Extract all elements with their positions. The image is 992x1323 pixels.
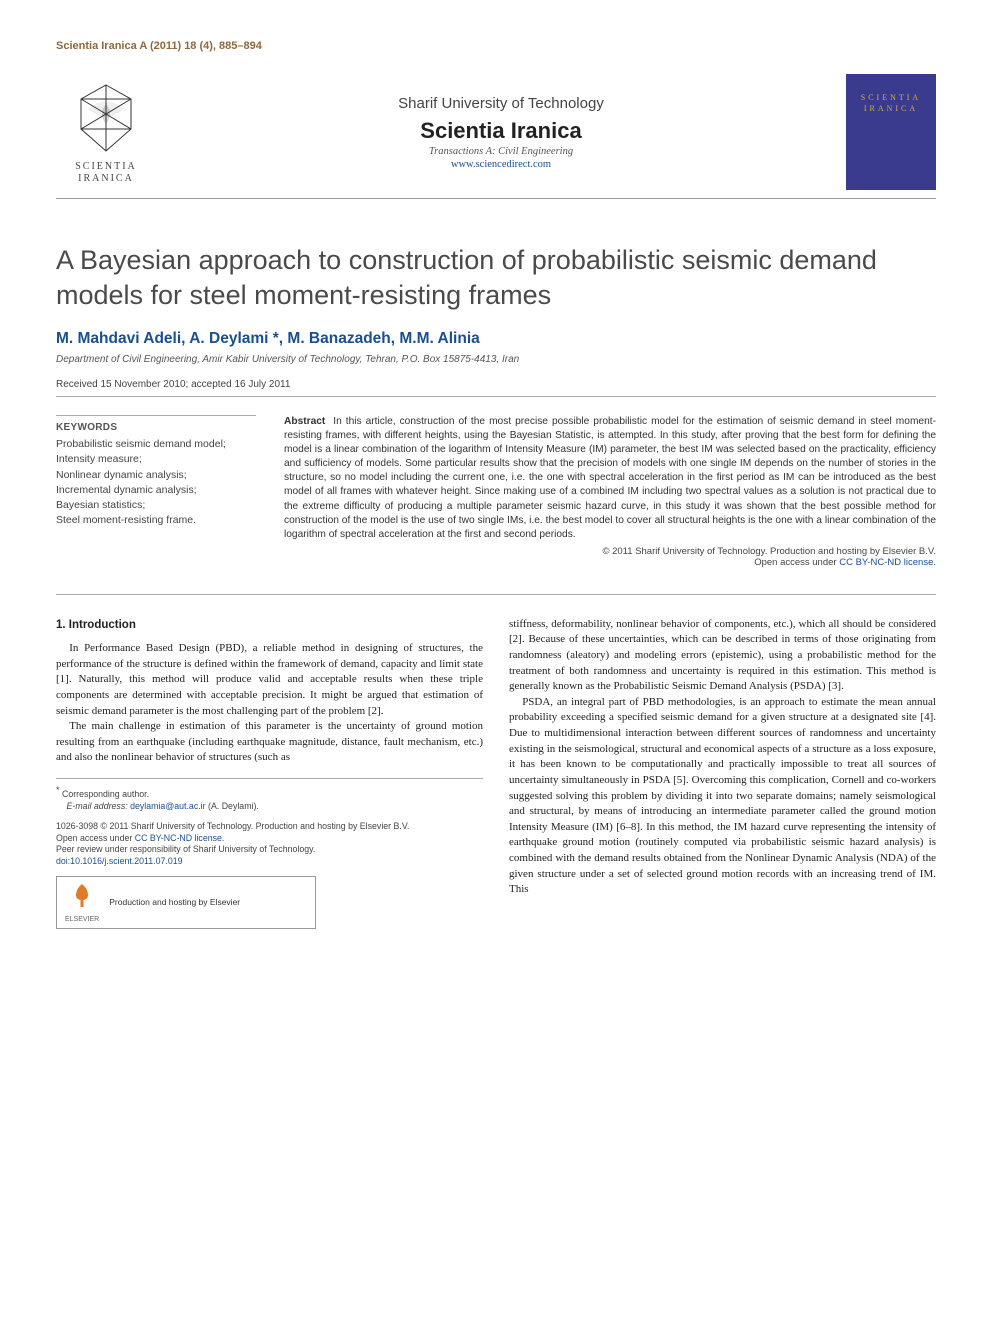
affiliation: Department of Civil Engineering, Amir Ka…	[56, 354, 936, 365]
meta-row: KEYWORDS Probabilistic seismic demand mo…	[56, 415, 936, 568]
keyword: Incremental dynamic analysis;	[56, 483, 256, 498]
elsevier-tree-icon	[67, 881, 97, 911]
journal-logo: SCIENTIA IRANICA	[56, 79, 156, 185]
issn-line: 1026-3098 © 2011 Sharif University of Te…	[56, 821, 483, 833]
transactions-line: Transactions A: Civil Engineering	[176, 146, 826, 157]
keyword: Probabilistic seismic demand model;	[56, 437, 256, 452]
cc-license-link[interactable]: CC BY-NC-ND license.	[839, 557, 936, 568]
footnote-open-access: Open access under CC BY-NC-ND license.	[56, 833, 483, 845]
authors-line: M. Mahdavi Adeli, A. Deylami *, M. Banaz…	[56, 330, 936, 348]
abstract-body: In this article, construction of the mos…	[284, 416, 936, 540]
journal-name: Scientia Iranica	[176, 118, 826, 144]
body-paragraph: The main challenge in estimation of this…	[56, 719, 483, 766]
elsevier-name: ELSEVIER	[65, 915, 99, 924]
running-head: Scientia Iranica A (2011) 18 (4), 885–89…	[56, 40, 936, 52]
email-link[interactable]: deylamia@aut.ac.ir	[130, 801, 205, 811]
keyword: Steel moment-resisting frame.	[56, 513, 256, 528]
peer-review-line: Peer review under responsibility of Shar…	[56, 844, 483, 856]
abstract-lead: Abstract	[284, 416, 325, 427]
copyright-line: © 2011 Sharif University of Technology. …	[284, 546, 936, 557]
body-paragraph: In Performance Based Design (PBD), a rel…	[56, 641, 483, 719]
article-dates: Received 15 November 2010; accepted 16 J…	[56, 379, 936, 390]
abstract-rule	[56, 594, 936, 595]
masthead-center: Sharif University of Technology Scientia…	[176, 95, 826, 170]
doi-link[interactable]: doi:10.1016/j.scient.2011.07.019	[56, 856, 483, 868]
article-title: A Bayesian approach to construction of p…	[56, 243, 936, 312]
journal-url[interactable]: www.sciencedirect.com	[176, 159, 826, 170]
corresponding-author: * Corresponding author.	[56, 784, 483, 801]
body-columns: 1. Introduction In Performance Based Des…	[56, 617, 936, 930]
keywords-list: Probabilistic seismic demand model; Inte…	[56, 437, 256, 528]
keyword: Bayesian statistics;	[56, 498, 256, 513]
open-access-prefix: Open access under	[754, 557, 839, 568]
masthead-rule	[56, 198, 936, 199]
footnote-cc-link[interactable]: CC BY-NC-ND license.	[135, 833, 225, 843]
keywords-heading: KEYWORDS	[56, 415, 256, 433]
logo-caption-1: SCIENTIA	[56, 161, 156, 173]
keyword: Intensity measure;	[56, 452, 256, 467]
logo-caption-2: IRANICA	[56, 173, 156, 185]
section-heading-1: 1. Introduction	[56, 617, 483, 633]
university-name: Sharif University of Technology	[176, 95, 826, 112]
body-paragraph: PSDA, an integral part of PBD methodolog…	[509, 695, 936, 898]
badge-text: Production and hosting by Elsevier	[109, 897, 240, 908]
journal-cover-thumb: SCIENTIA IRANICA	[846, 74, 936, 190]
abstract-text: Abstract In this article, construction o…	[284, 415, 936, 542]
elsevier-badge: ELSEVIER Production and hosting by Elsev…	[56, 876, 316, 929]
body-paragraph: stiffness, deformability, nonlinear beha…	[509, 617, 936, 695]
keyword: Nonlinear dynamic analysis;	[56, 468, 256, 483]
masthead: SCIENTIA IRANICA Sharif University of Te…	[56, 74, 936, 190]
dates-rule	[56, 396, 936, 397]
cover-text-1: SCIENTIA	[861, 92, 921, 103]
cover-text-2: IRANICA	[864, 103, 918, 114]
open-access-line: Open access under CC BY-NC-ND license.	[284, 557, 936, 568]
footnotes: * Corresponding author. E-mail address: …	[56, 778, 483, 929]
keywords-box: KEYWORDS Probabilistic seismic demand mo…	[56, 415, 256, 568]
abstract-box: Abstract In this article, construction o…	[284, 415, 936, 568]
email-line: E-mail address: deylamia@aut.ac.ir (A. D…	[56, 801, 483, 813]
